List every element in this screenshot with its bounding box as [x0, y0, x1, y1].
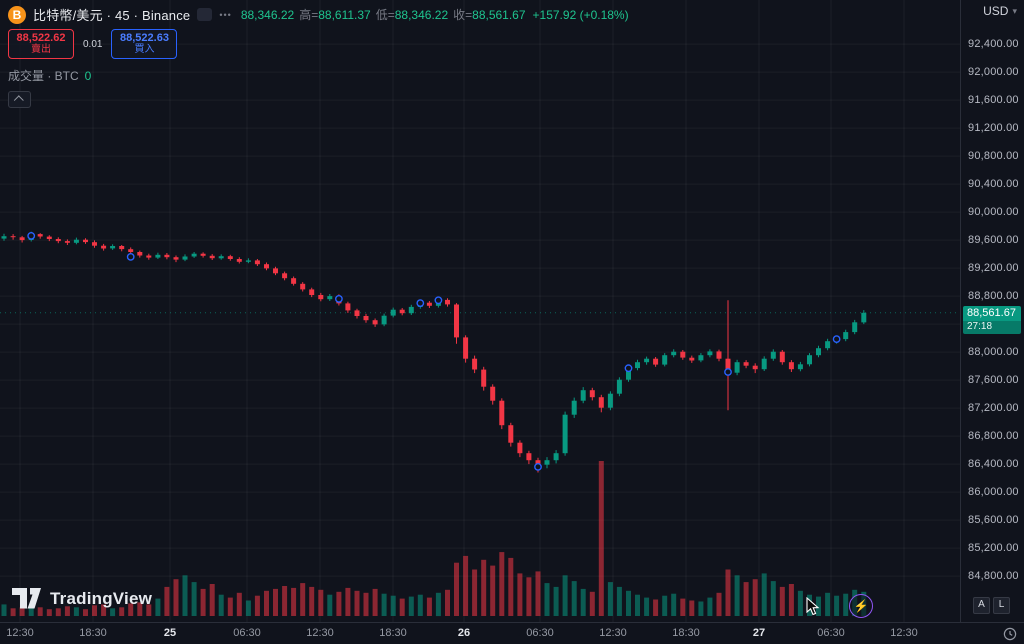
- time-axis-label: 06:30: [233, 627, 261, 639]
- high-label: 高=: [299, 8, 319, 22]
- log-scale-button[interactable]: L: [993, 597, 1010, 614]
- symbol-legend-row: B 比特幣/美元 · 45 · Binance ••• 88,346.22 高=…: [8, 5, 629, 24]
- buy-label: 買入: [134, 44, 155, 55]
- price-axis-label: 85,200.00: [968, 542, 1019, 554]
- candlestick-chart[interactable]: [0, 0, 960, 622]
- price-axis-label: 85,600.00: [968, 514, 1019, 526]
- change-value: +157.92 (+0.18%): [532, 7, 629, 22]
- chevron-down-icon: ▾: [1012, 5, 1017, 16]
- candles: [1, 231, 867, 473]
- close-label: 收=: [453, 8, 473, 22]
- more-options-icon[interactable]: •••: [219, 9, 232, 20]
- sell-button[interactable]: 88,522.62 賣出: [8, 29, 74, 59]
- price-axis-label: 90,000.00: [968, 206, 1019, 218]
- sell-price: 88,522.62: [16, 32, 66, 44]
- price-axis-label: 88,800.00: [968, 290, 1019, 302]
- volume-label: 成交量 · BTC: [8, 69, 79, 83]
- legend: B 比特幣/美元 · 45 · Binance ••• 88,346.22 高=…: [8, 5, 629, 108]
- volume-legend[interactable]: 成交量 · BTC 0: [8, 67, 629, 84]
- time-axis-label: 12:30: [306, 627, 334, 639]
- time-axis-label: 06:30: [817, 627, 845, 639]
- chart-pane[interactable]: [0, 0, 960, 622]
- buy-price: 88,522.63: [120, 32, 169, 44]
- time-axis-label: 12:30: [890, 627, 918, 639]
- close-value: 88,561.67: [472, 8, 526, 22]
- price-axis-label: 89,200.00: [968, 262, 1019, 274]
- price-axis-label: 87,600.00: [968, 374, 1019, 386]
- tradingview-logo[interactable]: TradingView: [12, 588, 152, 609]
- high-value: 88,611.37: [318, 8, 371, 22]
- bitcoin-icon: B: [8, 5, 26, 24]
- volume-value: 0: [84, 68, 92, 83]
- trade-panel: 88,522.62 賣出 0.01 88,522.63 買入: [8, 29, 629, 59]
- price-axis-label: 89,600.00: [968, 234, 1019, 246]
- timezone-clock-button[interactable]: [1003, 627, 1017, 641]
- low-value: 88,346.22: [394, 8, 449, 22]
- auto-scale-button[interactable]: A: [973, 597, 990, 614]
- time-axis-label: 25: [163, 627, 177, 639]
- last-price-value: 88,561.67: [963, 306, 1021, 321]
- time-axis-label: 26: [457, 627, 471, 639]
- price-axis-label: 88,000.00: [968, 346, 1019, 358]
- buy-button[interactable]: 88,522.63 買入: [111, 29, 178, 59]
- sell-label: 賣出: [31, 44, 51, 55]
- bar-countdown: 27:18: [963, 321, 1021, 334]
- price-axis[interactable]: 92,400.00 92,000.00 91,600.00 91,200.00 90,8…: [960, 0, 1024, 622]
- price-axis-label: 92,400.00: [968, 38, 1019, 50]
- time-axis-label: 18:30: [79, 627, 107, 639]
- price-axis-label: 86,000.00: [968, 486, 1019, 498]
- collapse-pane-button[interactable]: [8, 91, 31, 108]
- time-axis-label: 12:30: [599, 627, 627, 639]
- last-price-tag: 88,561.67 27:18: [963, 306, 1021, 334]
- ohlc-values: 88,346.22 高=88,611.37 低=88,346.22 收=88,5…: [241, 6, 629, 23]
- price-axis-label: 84,800.00: [968, 570, 1019, 582]
- price-axis-label: 91,200.00: [968, 122, 1019, 134]
- spread-value: 0.01: [83, 38, 103, 50]
- time-axis-label: 06:30: [526, 627, 554, 639]
- volume-bars: [1, 461, 867, 617]
- price-axis-label: 90,400.00: [968, 178, 1019, 190]
- low-label: 低=: [375, 8, 395, 22]
- symbol-title[interactable]: 比特幣/美元 · 45 · Binance: [33, 8, 191, 23]
- order-markers: [27, 231, 841, 471]
- time-axis-label: 27: [752, 627, 766, 639]
- time-axis-label: 12:30: [6, 627, 34, 639]
- tradingview-logo-mark-icon: [12, 588, 41, 609]
- grid-lines: [0, 0, 960, 622]
- price-axis-label: 86,400.00: [968, 458, 1019, 470]
- clock-icon: [1003, 627, 1017, 641]
- currency-label: USD: [983, 4, 1009, 18]
- price-axis-label: 90,800.00: [968, 150, 1019, 162]
- lightning-icon: ⚡: [853, 599, 869, 613]
- price-axis-label: 92,000.00: [968, 66, 1019, 78]
- open-value: 88,346.22: [240, 7, 295, 22]
- time-axis-label: 18:30: [379, 627, 407, 639]
- price-axis-label: 91,600.00: [968, 94, 1019, 106]
- flash-button[interactable]: ⚡: [849, 594, 873, 618]
- currency-dropdown[interactable]: USD ▾: [983, 4, 1017, 18]
- eye-icon[interactable]: [197, 8, 213, 21]
- time-axis-label: 18:30: [672, 627, 700, 639]
- chevron-up-icon: [13, 95, 24, 106]
- price-axis-label: 87,200.00: [968, 402, 1019, 414]
- price-axis-label: 86,800.00: [968, 430, 1019, 442]
- time-axis[interactable]: 12:30 18:30 25 06:30 12:30 18:30 26 06:30 12:30 1…: [0, 622, 1024, 644]
- tradingview-logo-text: TradingView: [50, 588, 153, 608]
